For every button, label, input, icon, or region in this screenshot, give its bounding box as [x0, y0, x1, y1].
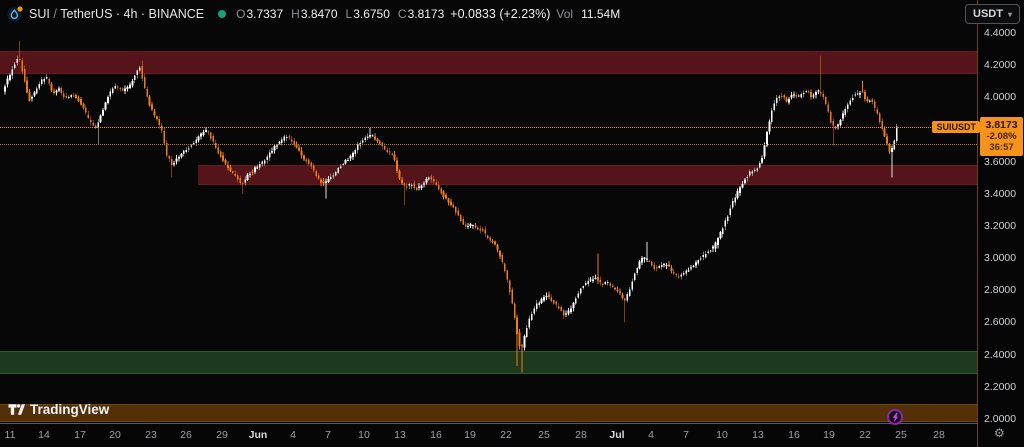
price-tick: 2.2000 [984, 380, 1017, 393]
tradingview-watermark[interactable]: TradingView [8, 402, 109, 417]
level-line [0, 143, 977, 145]
time-tick: Jun [248, 429, 268, 441]
time-tick: 25 [895, 429, 907, 441]
time-tick: 11 [4, 429, 16, 441]
currency-toggle-button[interactable]: USDT ▾ [965, 4, 1020, 24]
bar-countdown: 36:57 [989, 142, 1014, 153]
ohlc-h-value: H 3.8470 [291, 7, 338, 21]
price-tick: 2.4000 [984, 348, 1017, 361]
price-tick: 3.6000 [984, 155, 1017, 168]
volume-readout: Vol 11.54M [556, 7, 620, 21]
symbol-title[interactable]: SUI / TetherUS · 4h · BINANCE [29, 7, 204, 21]
time-tick: 20 [109, 429, 121, 441]
last-price-label: 3.8173 -2.08% 36:57 [980, 117, 1023, 156]
time-tick: Jul [609, 429, 625, 441]
time-tick: 14 [38, 429, 50, 441]
price-tick: 3.2000 [984, 220, 1017, 232]
time-tick: 25 [538, 429, 550, 441]
ohlc-readout: O 3.7337 H 3.8470 L 3.6750 C 3.8173 [236, 7, 444, 21]
current-price-line [0, 126, 977, 128]
time-tick: 19 [823, 429, 835, 441]
ohlc-c-value: C 3.8173 [397, 7, 445, 21]
lightning-alert-icon[interactable] [887, 409, 903, 425]
time-tick: 29 [216, 429, 228, 441]
time-tick: 28 [933, 429, 945, 441]
time-tick: 26 [180, 429, 192, 441]
time-tick: 22 [500, 429, 512, 441]
demand-zone-green [0, 350, 977, 375]
symbol-legend: SUI / TetherUS · 4h · BINANCE O 3.7337 H 3.… [7, 4, 620, 24]
price-tick: 4.2000 [984, 59, 1017, 72]
price-tick: 4.0000 [984, 91, 1017, 104]
volume-label: Vol [556, 7, 574, 21]
time-tick: 22 [859, 429, 871, 441]
time-tick: 7 [325, 429, 331, 441]
chevron-down-icon: ▾ [1007, 9, 1012, 19]
demand-zone-orange [0, 403, 977, 422]
time-axis[interactable]: 11 14 17 20 23 26 29 Jun 4 7 10 13 16 19 22 25 28 Jul 4 7 10… [0, 423, 1024, 447]
price-tick: 3.0000 [984, 252, 1017, 265]
price-axis[interactable]: 3.8173 -2.08% 36:57 4.4000 4.2000 4.0000 3.… [977, 0, 1024, 447]
candlestick-series [4, 41, 898, 373]
currency-label: USDT [973, 8, 1003, 20]
bar-change: +0.0833 (+2.23%) [450, 7, 551, 21]
sui-coin-icon [7, 6, 23, 22]
symbol-name: SUI [29, 7, 50, 21]
bolt-glyph [892, 412, 898, 422]
symbol-price-tag: SUIUSDT [932, 121, 980, 133]
time-tick: 19 [464, 429, 476, 441]
volume-value: 11.54M [581, 7, 621, 21]
ohlc-l-value: L 3.6750 [345, 7, 390, 21]
price-tick: 3.4000 [984, 187, 1017, 200]
supply-zone-upper [0, 50, 977, 74]
time-tick: 16 [430, 429, 442, 441]
price-tick: 2.8000 [984, 284, 1017, 297]
price-tick: 4.4000 [984, 27, 1017, 39]
supply-zone-mid [198, 165, 977, 185]
time-tick: 17 [74, 429, 86, 441]
time-tick: 16 [788, 429, 800, 441]
last-price-change: -2.08% [986, 131, 1017, 142]
time-tick: 4 [290, 429, 296, 441]
time-tick: 4 [648, 429, 654, 441]
time-tick: 13 [752, 429, 764, 441]
market-status-icon [218, 10, 227, 18]
axis-settings-gear-icon[interactable]: ⚙ [994, 426, 1005, 440]
tradingview-logo-text: TradingView [30, 402, 110, 417]
symbol-separator: / [53, 7, 57, 21]
price-tick: 2.6000 [984, 316, 1017, 329]
tradingview-logo-icon [8, 404, 25, 415]
last-price-value: 3.8173 [985, 119, 1018, 131]
time-tick: 13 [394, 429, 406, 441]
time-tick: 7 [683, 429, 689, 441]
symbol-description: TetherUS · 4h · BINANCE [60, 7, 205, 21]
ohlc-o-value: O 3.7337 [236, 7, 284, 21]
time-tick: 10 [716, 429, 728, 441]
time-tick: 23 [145, 429, 157, 441]
time-tick: 10 [358, 429, 370, 441]
chart-canvas[interactable] [0, 0, 977, 423]
price-tick: 2.0000 [984, 412, 1017, 425]
time-tick: 28 [575, 429, 587, 441]
